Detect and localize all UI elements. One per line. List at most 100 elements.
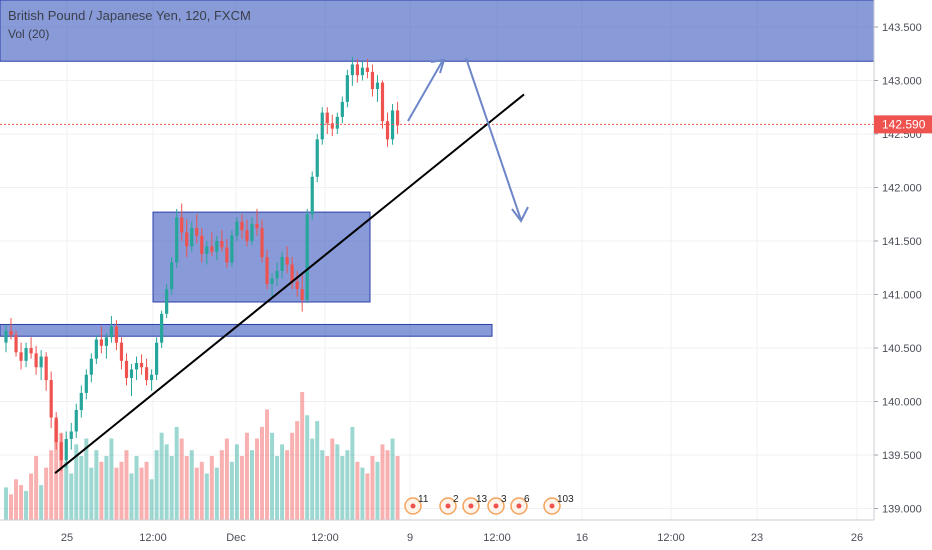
candle-body[interactable]	[310, 176, 314, 215]
candle-body[interactable]	[79, 392, 83, 411]
candle-body[interactable]	[205, 246, 209, 254]
candle-body[interactable]	[335, 116, 339, 129]
candle-body[interactable]	[225, 247, 229, 263]
candle-body[interactable]	[360, 67, 365, 76]
candle-body[interactable]	[24, 348, 28, 361]
candle-body[interactable]	[290, 264, 294, 282]
candle-body[interactable]	[134, 362, 139, 370]
drawings	[0, 57, 874, 474]
candle-body[interactable]	[370, 71, 375, 90]
candle-body[interactable]	[385, 121, 390, 140]
candle-body[interactable]	[280, 257, 284, 271]
candle-body[interactable]	[380, 82, 385, 122]
candle-body[interactable]	[170, 262, 174, 290]
candle-body[interactable]	[255, 223, 259, 229]
candle-body[interactable]	[355, 64, 359, 76]
candle-body[interactable]	[74, 410, 78, 432]
candle-body[interactable]	[144, 367, 149, 381]
candle-body[interactable]	[69, 431, 73, 439]
candle-body[interactable]	[190, 228, 194, 247]
candle-body[interactable]	[215, 241, 219, 252]
volume-bar	[255, 438, 259, 520]
candle-body[interactable]	[64, 438, 68, 461]
candle-body[interactable]	[149, 374, 154, 381]
candle-body[interactable]	[270, 278, 274, 284]
volume-bar	[295, 421, 300, 520]
candle-body[interactable]	[275, 270, 279, 279]
volume-bar	[219, 450, 224, 520]
candle-body[interactable]	[59, 442, 63, 461]
candle-body[interactable]	[19, 352, 23, 361]
candle-body[interactable]	[285, 257, 289, 265]
candle-body[interactable]	[84, 374, 88, 393]
candle-body[interactable]	[9, 330, 13, 336]
candle-body[interactable]	[315, 139, 319, 177]
candle-body[interactable]	[139, 362, 144, 368]
event-marker-dot	[549, 503, 555, 509]
candle-body[interactable]	[129, 369, 134, 378]
candle-body[interactable]	[365, 67, 370, 72]
candle-body[interactable]	[375, 82, 380, 90]
candle-body[interactable]	[305, 214, 309, 300]
candle-body[interactable]	[54, 417, 58, 443]
candle-body[interactable]	[295, 281, 299, 290]
candle-body[interactable]	[155, 342, 159, 375]
candle-body[interactable]	[245, 230, 249, 241]
candle-body[interactable]	[119, 342, 124, 361]
candle-body[interactable]	[250, 223, 254, 241]
candle-body[interactable]	[350, 64, 354, 76]
volume-bar	[119, 461, 124, 520]
candle-body[interactable]	[114, 326, 119, 343]
candle-body[interactable]	[104, 337, 108, 346]
candle-body[interactable]	[210, 246, 214, 252]
x-tick-label: 25	[61, 532, 73, 544]
candle-body[interactable]	[124, 360, 129, 378]
candle-body[interactable]	[395, 110, 400, 126]
candle-body[interactable]	[195, 228, 199, 236]
volume-bar	[34, 456, 39, 520]
candle-body[interactable]	[94, 339, 98, 359]
candle-body[interactable]	[44, 356, 48, 381]
candle-body[interactable]	[34, 353, 38, 368]
volume-bar	[114, 467, 119, 520]
candle-body[interactable]	[235, 221, 239, 236]
candle-body[interactable]	[340, 101, 344, 117]
candle-body[interactable]	[14, 335, 18, 353]
event-count: 2	[453, 494, 459, 505]
candle-body[interactable]	[230, 235, 234, 263]
candle-body[interactable]	[160, 313, 164, 343]
candle-body[interactable]	[265, 257, 269, 284]
candles[interactable]	[4, 56, 400, 472]
candle-body[interactable]	[89, 358, 93, 375]
candle-body[interactable]	[260, 228, 264, 258]
candle-body[interactable]	[185, 232, 189, 247]
candle-body[interactable]	[29, 348, 33, 354]
volume-bar	[199, 461, 204, 520]
event-markers[interactable]: 11 2 13 3 6 103	[404, 494, 574, 515]
candle-body[interactable]	[320, 112, 324, 140]
candle-body[interactable]	[240, 221, 244, 231]
candle-body[interactable]	[200, 235, 204, 254]
volume-bar	[335, 444, 340, 520]
candle-body[interactable]	[330, 123, 334, 129]
y-tick-label: 141.000	[882, 290, 922, 302]
candle-body[interactable]	[4, 330, 8, 343]
candle-body[interactable]	[109, 326, 114, 338]
volume-bar	[149, 479, 154, 520]
candle-body[interactable]	[300, 289, 304, 300]
candle-body[interactable]	[390, 110, 395, 140]
candle-body[interactable]	[165, 289, 169, 314]
candle-body[interactable]	[220, 241, 224, 248]
arrowhead-up	[430, 58, 446, 74]
volume-bar	[134, 456, 139, 520]
volume-bar	[159, 432, 164, 520]
candle-body[interactable]	[39, 356, 43, 368]
candle-body[interactable]	[99, 339, 103, 346]
candle-body[interactable]	[180, 217, 184, 233]
candle-body[interactable]	[325, 112, 329, 124]
candle-body[interactable]	[345, 75, 349, 102]
candle-body[interactable]	[49, 380, 53, 418]
candle-body[interactable]	[175, 217, 179, 263]
